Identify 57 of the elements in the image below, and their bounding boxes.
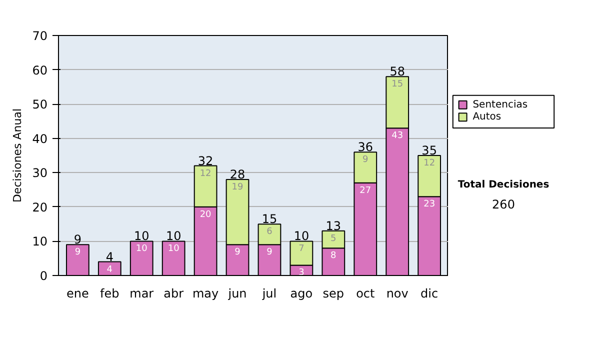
data-label: 15 (392, 80, 404, 90)
y-tick-label: 30 (32, 166, 48, 180)
total-label: 10 (166, 229, 182, 244)
data-label: 5 (330, 234, 336, 244)
y-tick-label: 40 (32, 132, 48, 146)
data-label: 6 (266, 227, 273, 238)
x-tick-label: mar (130, 286, 154, 300)
x-tick-label: ago (290, 286, 313, 300)
total-label: 9 (74, 232, 82, 247)
total-label: 4 (106, 250, 114, 264)
data-label: 9 (234, 248, 241, 258)
x-tick-label: may (192, 286, 219, 300)
data-label: 4 (106, 264, 113, 275)
legend-label: Sentencias (472, 99, 528, 110)
x-tick-label: feb (100, 286, 120, 300)
x-tick-label: nov (386, 286, 408, 300)
data-label: 19 (232, 182, 244, 192)
x-tick-label: sep (322, 286, 344, 300)
data-label: 9 (362, 155, 369, 166)
x-tick-label: abr (164, 286, 184, 300)
x-tick-label: oct (356, 286, 375, 300)
data-label: 27 (360, 186, 372, 196)
data-label: 10 (136, 244, 148, 254)
x-tick-label: jul (261, 286, 277, 300)
data-label: 9 (266, 248, 273, 258)
data-label: 8 (330, 251, 337, 262)
y-tick-label: 0 (40, 269, 48, 283)
y-tick-label: 60 (32, 63, 48, 78)
y-tick-label: 70 (32, 29, 48, 43)
data-label: 12 (424, 158, 436, 168)
data-label: 7 (298, 244, 304, 254)
total-label: 32 (198, 154, 214, 168)
total-label: 10 (294, 229, 310, 244)
y-axis-title: Decisiones Anual (11, 108, 24, 203)
y-tick-label: 10 (32, 234, 48, 249)
data-label: 3 (298, 268, 304, 278)
total-label: 36 (358, 140, 374, 154)
x-tick-label: dic (420, 286, 438, 300)
total-label: 35 (422, 144, 437, 158)
total-label: 10 (134, 229, 150, 244)
data-label: 9 (74, 248, 81, 258)
x-tick-label: jun (227, 286, 247, 300)
y-tick-label: 20 (32, 200, 48, 214)
data-label: 20 (200, 210, 212, 220)
total-label: 15 (262, 212, 278, 226)
data-label: 12 (200, 168, 212, 179)
total-label: 28 (230, 168, 246, 182)
legend-label: Autos (472, 112, 502, 123)
y-tick-label: 50 (32, 98, 48, 112)
x-tick-label: ene (66, 286, 89, 300)
data-label: 43 (392, 131, 404, 142)
total-label: 58 (390, 64, 405, 79)
text: Total Decisiones (458, 180, 550, 191)
data-label: 10 (168, 244, 180, 254)
data-label: 23 (424, 200, 436, 210)
total-label: 13 (326, 218, 342, 233)
text: 260 (492, 198, 515, 212)
